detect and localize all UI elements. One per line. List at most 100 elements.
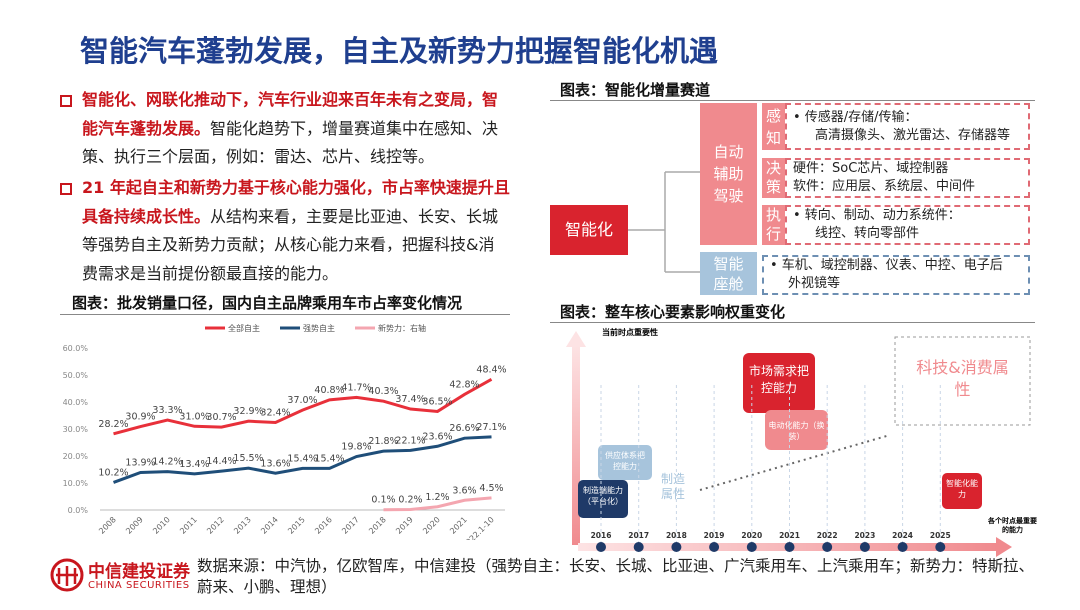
market-box [743, 353, 815, 413]
data-label: 15.4% [287, 453, 317, 464]
year-dot [935, 542, 946, 552]
data-label: 15.4% [314, 453, 344, 464]
legend-label: 新势力：右轴 [378, 323, 426, 333]
legend-label: 强势自主 [303, 323, 335, 333]
connectors [628, 171, 700, 273]
detail-box: • 传感器/存储/传输： 高清摄像头、激光雷达、存储器等 [785, 103, 1030, 150]
layer-node: 感知 [762, 103, 785, 150]
year-label: 2018 [666, 531, 687, 540]
platform-box [578, 480, 628, 518]
y-tick-label: 0.0% [68, 506, 89, 515]
label: 智能化能力 [946, 479, 978, 499]
data-label: 42.8% [449, 379, 479, 390]
data-label: 28.2% [98, 419, 128, 430]
layer-node: 决策 [762, 158, 785, 198]
detail-line: 外视镜等 [788, 276, 841, 291]
data-label: 33.3% [152, 405, 182, 416]
x-tick-label: 2009 [124, 515, 145, 536]
bullet-text: 从结构来看，主要是比亚迪、长安、长城等强势自主及新势力贡献；从核心能力来看，把握… [82, 206, 499, 283]
legend-label: 全部自主 [228, 323, 260, 333]
data-label: 27.1% [476, 422, 506, 433]
market-label: 市场需求把控能力 [749, 364, 809, 395]
data-label: 40.8% [314, 385, 344, 396]
data-label: 41.7% [341, 382, 371, 393]
x-tick-label: 2010 [151, 515, 172, 536]
year-dot [671, 542, 682, 552]
logo-en: CHINA SECURITIES [88, 580, 190, 591]
data-label: 48.4% [476, 364, 506, 375]
data-label: 15.5% [233, 453, 263, 464]
x-tick-label: 2014 [259, 515, 280, 536]
year-label: 2025 [930, 531, 951, 540]
x-arrow-head [996, 537, 1012, 557]
layer-node: 执行 [762, 205, 785, 245]
x-tick-label: 2015 [286, 515, 307, 536]
bullet: 智能化、网联化推动下，汽车行业迎来百年未有之变局，智能汽车蓬勃发展。智能化趋势下… [60, 86, 510, 172]
year-label: 2024 [892, 531, 913, 540]
rule [550, 100, 1035, 101]
series-line [112, 435, 492, 484]
y-tick-label: 10.0% [63, 479, 89, 488]
y-arrow [572, 345, 580, 545]
source-note: 数据来源：中汽协，亿欧智库，中信建投（强势自主：长安、长城、比亚迪、广汽乘用车、… [197, 557, 1035, 596]
y-tick-label: 30.0% [63, 425, 89, 434]
group-node: 智能座舱 [700, 252, 757, 295]
data-label: 21.8% [368, 436, 398, 447]
detail-line: • 传感器/存储/传输： [793, 109, 918, 125]
x-tick-label: 2008 [97, 515, 118, 536]
year-label: 2016 [591, 531, 612, 540]
detail-line: 线控、转向零部件 [815, 226, 920, 241]
detail-line: • 车机、域控制器、仪表、中控、电子后 [770, 258, 1003, 273]
data-label: 37.0% [287, 395, 317, 406]
bullet-text: 智能化趋势下，增量赛道集中在感知、决策、执行三个层面，例如：雷达、芯片、线控等。 [82, 118, 499, 167]
detail-box: 硬件：SoC芯片、域控制器 软件：应用层、系统层、中间件 [785, 158, 1030, 198]
label: 科技&消费属性 [916, 358, 1009, 399]
logo-icon [50, 558, 84, 592]
series-line [383, 496, 492, 512]
label: 各个时点最重要的能力 [988, 517, 1037, 534]
rule [550, 322, 1035, 323]
data-label: 10.2% [98, 467, 128, 478]
data-label: 0.2% [398, 494, 422, 505]
year-dot [709, 542, 720, 552]
electric-box [765, 410, 828, 450]
label: 制造属性 [660, 472, 685, 501]
slide-title: 智能汽车蓬勃发展，自主及新势力把握智能化机遇 [80, 34, 719, 68]
supply-label: 供应体系把控能力 [605, 451, 645, 471]
data-label: 23.6% [422, 431, 452, 442]
x-tick-label: 2018 [367, 515, 388, 536]
tech-box [894, 336, 1031, 426]
data-label: 31.0% [179, 411, 209, 422]
data-label: 1.2% [425, 492, 449, 503]
bullet: 21 年起自主和新势力基于核心能力强化，市占率快速提升且具备持续成长性。从结构来… [60, 174, 510, 288]
data-label: 36.5% [422, 396, 452, 407]
line-chart: 0.0% 10.0% 20.0% 30.0% 40.0% 50.0% 60.0% 2008 20… [63, 323, 507, 540]
year-dot [596, 542, 606, 552]
y-tick-label: 20.0% [63, 452, 89, 461]
tech-label: 科技&消费属性 [916, 358, 1009, 399]
year-dot [633, 542, 644, 552]
data-label: 4.5% [479, 483, 503, 494]
chart-caption: 图表：批发销量口径，国内自主品牌乘用车市占率变化情况 [72, 294, 463, 312]
detail-box: • 转向、制动、动力系统件： 线控、转向零部件 [785, 205, 1030, 245]
data-label: 30.9% [125, 412, 155, 423]
data-label: 3.6% [452, 485, 476, 496]
x-tick-label: 2021 [448, 515, 469, 536]
data-label: 40.3% [368, 386, 398, 397]
year-dot [897, 542, 908, 552]
data-label: 19.8% [341, 442, 371, 453]
timeline: 当前时点重要性 制造端能力（平台化） 供应体系把控能力 制造属性 市场需求把控能… [566, 327, 1037, 557]
group-node: 自动辅助驾驶 [700, 103, 757, 245]
data-label: 0.1% [371, 495, 395, 506]
x-label: 各个时点最重要的能力 [988, 517, 1037, 534]
data-label: 37.4% [395, 394, 425, 405]
logo-cn: 中信建投证券 [88, 562, 190, 582]
year-dot [746, 542, 757, 552]
x-tick-label: 2019 [394, 515, 415, 536]
data-label: 26.6% [449, 423, 479, 434]
y-arrow-head [566, 331, 586, 347]
x-tick-label: 2011 [178, 515, 199, 536]
x-tick-label: 2012 [205, 515, 226, 536]
platform-label: 制造端能力（平台化） [583, 486, 623, 506]
x-tick-label: 2016 [313, 515, 334, 536]
